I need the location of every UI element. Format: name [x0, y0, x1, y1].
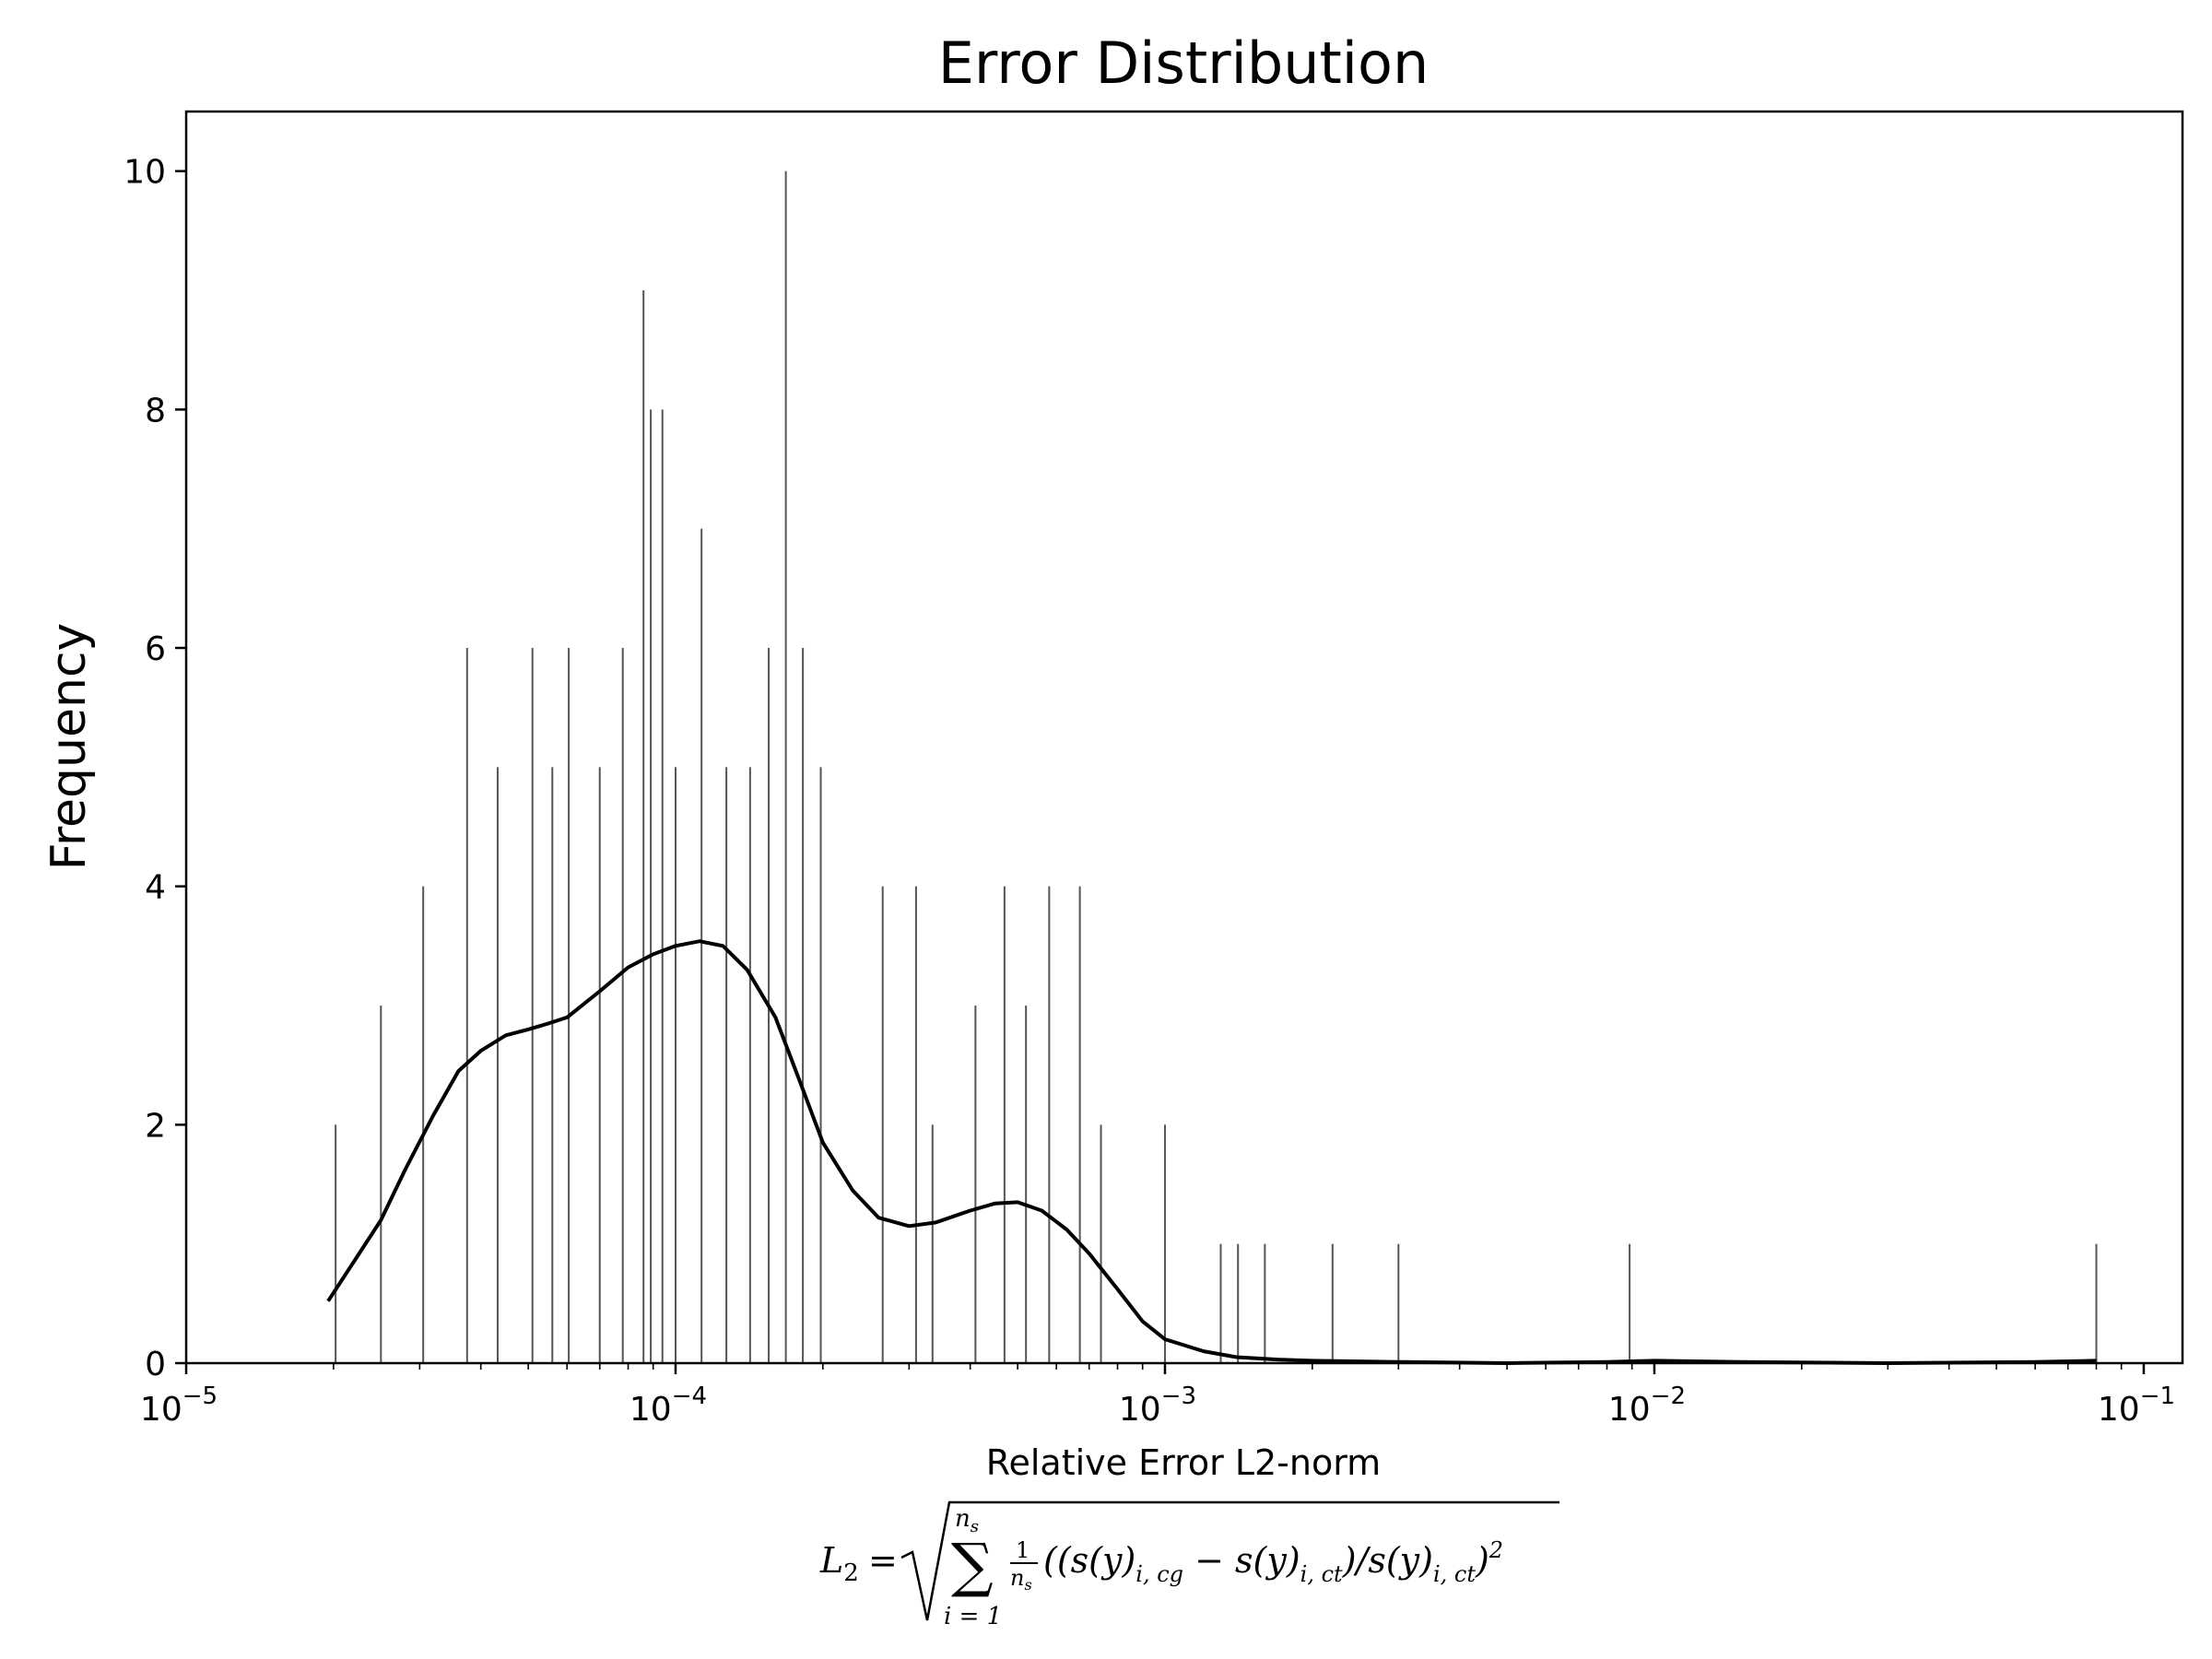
svg-text:ns: ns [1010, 1565, 1032, 1594]
sub-ct-1: i, ct [1300, 1561, 1343, 1587]
density-curve [326, 939, 2097, 1365]
formula-mid: )/s(y) [1342, 1540, 1433, 1581]
histogram-bar-30 [1163, 1124, 1166, 1363]
histogram-bar-32 [1237, 1243, 1240, 1363]
formula-power: 2 [1488, 1537, 1503, 1563]
y-tick-label-3: 6 [145, 630, 166, 668]
histogram-bar-10 [642, 290, 645, 1363]
histogram-bar-12 [661, 409, 664, 1363]
frac-den: n [1010, 1565, 1024, 1591]
histogram-bar-13 [674, 767, 677, 1363]
histogram-bar-29 [1100, 1124, 1102, 1363]
x-tick-exponent-0: −5 [182, 1382, 218, 1410]
histogram-bar-24 [974, 1006, 977, 1363]
histogram-bar-0 [335, 1124, 337, 1363]
sum-upper: n [955, 1505, 971, 1533]
histogram-bar-16 [748, 767, 751, 1363]
x-axis-label: Relative Error L2-norm [986, 1442, 1381, 1483]
histogram-bar-3 [465, 648, 468, 1363]
formula-equals: = [868, 1540, 898, 1581]
histogram-bar-22 [914, 886, 917, 1363]
x-axis-ticks: 10−5 10−4 10−3 10−2 10−1 [140, 1363, 2175, 1429]
histogram-bar-33 [1264, 1243, 1266, 1363]
histogram-bar-35 [1397, 1243, 1400, 1363]
histogram-bar-6 [551, 767, 554, 1363]
histogram-bar-37 [2095, 1243, 2098, 1363]
x-tick-label-4: 10−1 [2098, 1382, 2175, 1429]
x-tick-label-0: 10−5 [140, 1382, 218, 1429]
histogram-bar-1 [380, 1006, 382, 1363]
histogram-bar-11 [650, 409, 653, 1363]
y-tick-label-4: 8 [145, 392, 166, 429]
histogram-bar-27 [1048, 886, 1051, 1363]
svg-text:L2: L2 [819, 1540, 859, 1587]
svg-text:((s(y)i, cg − s(y)i, ct)/s(y)i: ((s(y)i, cg − s(y)i, ct)/s(y)i, ct)2 [1043, 1537, 1503, 1587]
histogram-bar-2 [422, 886, 425, 1363]
y-tick-label-0: 0 [145, 1346, 166, 1383]
histogram-bar-9 [621, 648, 624, 1363]
formula-minus: − s(y) [1183, 1540, 1300, 1581]
formula-body-open: ((s(y) [1043, 1540, 1135, 1581]
plot-area-frame [184, 110, 2184, 1365]
x-tick-exponent-1: −4 [672, 1382, 707, 1410]
histogram-bar-14 [700, 528, 703, 1363]
y-tick-label-5: 10 [124, 154, 166, 192]
histogram-bar-26 [1025, 1006, 1028, 1363]
sum-lower: i = 1 [944, 1603, 1002, 1630]
x-tick-exponent-2: −3 [1161, 1382, 1196, 1410]
histogram-bar-8 [598, 767, 601, 1363]
y-axis-label: Frequency [41, 623, 97, 871]
histogram-bar-19 [802, 648, 805, 1363]
histogram-bar-18 [784, 171, 787, 1364]
formula-lhs: L [819, 1540, 843, 1581]
sqrt-radical [900, 1500, 1559, 1621]
x-tick-exponent-4: −1 [2140, 1382, 2175, 1410]
histogram-bar-7 [568, 648, 571, 1363]
histogram-bar-15 [725, 767, 728, 1363]
histogram-bar-25 [1003, 886, 1006, 1363]
histogram-bar-31 [1219, 1243, 1222, 1363]
sub-ct-2: i, ct [1433, 1561, 1476, 1587]
sum-upper-sub: s [971, 1517, 979, 1536]
sum-sigma: ∑ [951, 1532, 994, 1600]
formula-lhs-sub: 2 [843, 1559, 859, 1587]
y-axis-ticks: 0 2 4 6 8 10 [124, 154, 186, 1383]
histogram-bar-36 [1629, 1243, 1631, 1363]
frac-den-sub: s [1024, 1576, 1031, 1594]
density-curve-layer [326, 939, 2097, 1365]
histogram-bar-23 [931, 1124, 934, 1363]
x-tick-label-3: 10−2 [1608, 1382, 1686, 1429]
histogram-bar-5 [531, 648, 534, 1363]
x-tick-label-2: 10−3 [1119, 1382, 1196, 1429]
histogram-bar-21 [881, 886, 884, 1363]
svg-text:ns: ns [955, 1505, 979, 1536]
histogram-bar-34 [1331, 1243, 1334, 1363]
histogram-bar-4 [496, 767, 499, 1363]
l2-norm-formula: L2 = ns ∑ i = 1 1 ns ((s(y)i, cg − s(y)i… [819, 1500, 1559, 1630]
histogram-bar-28 [1078, 886, 1081, 1363]
histogram-bar-20 [819, 767, 822, 1363]
chart-title: Error Distribution [938, 29, 1430, 97]
frac-numerator: 1 [1016, 1537, 1030, 1563]
histogram-bars [335, 171, 2098, 1364]
y-tick-label-1: 2 [145, 1107, 166, 1145]
x-tick-exponent-3: −2 [1651, 1382, 1686, 1410]
y-tick-label-2: 4 [145, 869, 166, 907]
formula-body-close: ) [1475, 1540, 1489, 1581]
sub-cg: i, cg [1135, 1561, 1183, 1587]
x-tick-label-1: 10−4 [629, 1382, 707, 1429]
